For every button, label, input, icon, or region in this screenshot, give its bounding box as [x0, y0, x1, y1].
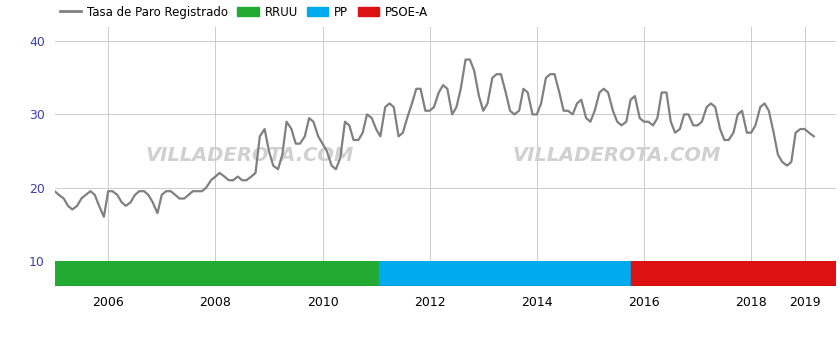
Text: VILLADEROTA.COM: VILLADEROTA.COM — [513, 146, 722, 165]
Bar — [55, 261, 379, 286]
Bar — [379, 261, 631, 286]
Legend: Tasa de Paro Registrado, RRUU, PP, PSOE-A: Tasa de Paro Registrado, RRUU, PP, PSOE-… — [60, 6, 428, 18]
Bar — [631, 261, 836, 286]
Text: VILLADEROTA.COM: VILLADEROTA.COM — [145, 146, 354, 165]
